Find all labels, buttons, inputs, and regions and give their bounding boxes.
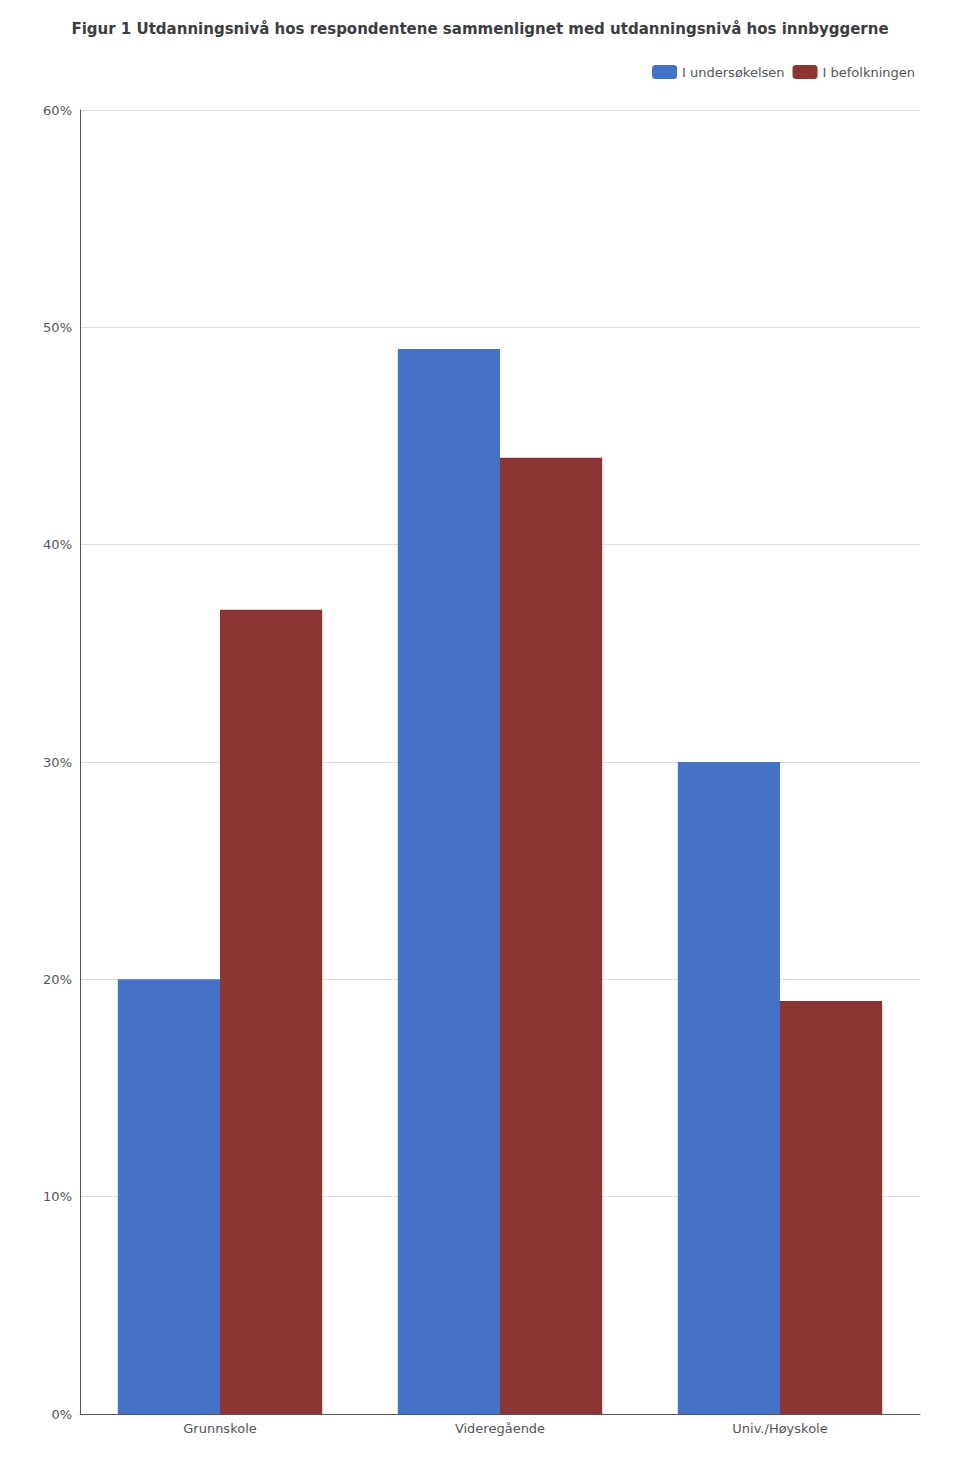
svg-text:0%: 0% xyxy=(51,1407,72,1422)
svg-text:Univ./Høyskole: Univ./Høyskole xyxy=(732,1421,827,1436)
svg-text:Videregående: Videregående xyxy=(455,1421,545,1436)
svg-text:I befolkningen: I befolkningen xyxy=(823,65,915,80)
svg-text:60%: 60% xyxy=(43,103,72,118)
svg-text:50%: 50% xyxy=(43,320,72,335)
svg-text:40%: 40% xyxy=(43,537,72,552)
svg-text:30%: 30% xyxy=(43,755,72,770)
svg-text:Figur 1 Utdanningsnivå hos res: Figur 1 Utdanningsnivå hos respondentene… xyxy=(71,20,888,38)
svg-text:20%: 20% xyxy=(43,972,72,987)
svg-text:10%: 10% xyxy=(43,1189,72,1204)
svg-text:Grunnskole: Grunnskole xyxy=(183,1421,257,1436)
svg-text:I undersøkelsen: I undersøkelsen xyxy=(682,65,784,80)
